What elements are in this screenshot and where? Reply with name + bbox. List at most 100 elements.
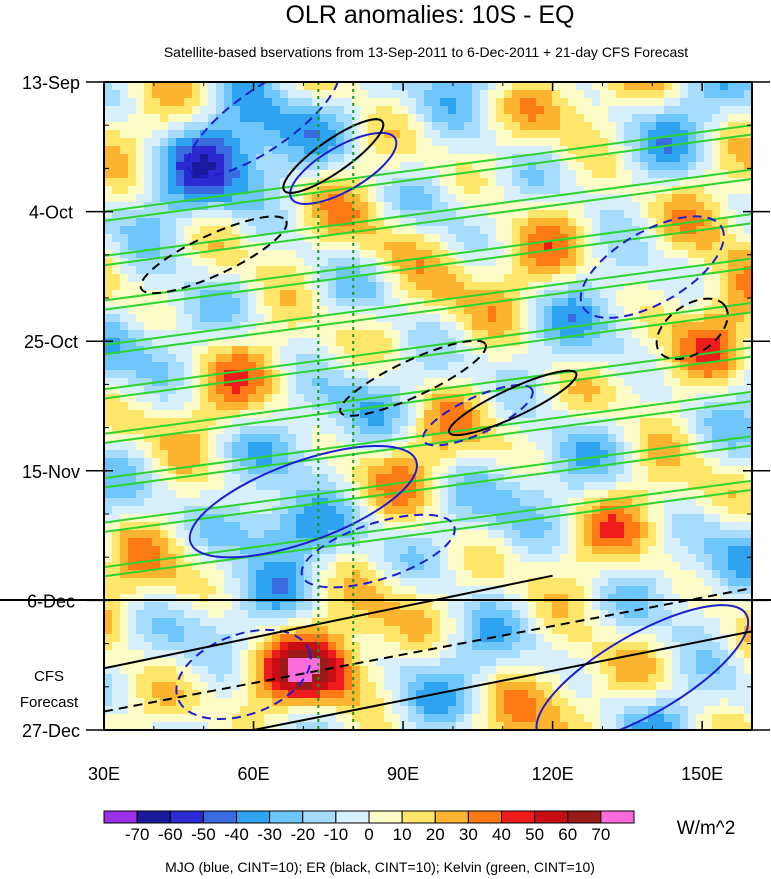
heatmap-cell bbox=[192, 162, 201, 171]
heatmap-cell bbox=[160, 546, 169, 555]
heatmap-cell bbox=[608, 250, 617, 259]
heatmap-cell bbox=[120, 210, 129, 219]
heatmap-cell bbox=[152, 410, 161, 419]
heatmap-cell bbox=[424, 178, 433, 187]
heatmap-cell bbox=[600, 146, 609, 155]
heatmap-cell bbox=[248, 546, 257, 555]
heatmap-cell bbox=[248, 394, 257, 403]
heatmap-cell bbox=[160, 314, 169, 323]
heatmap-cell bbox=[720, 210, 729, 219]
heatmap-cell bbox=[128, 322, 137, 331]
heatmap-cell bbox=[584, 250, 593, 259]
heatmap-cell bbox=[424, 330, 433, 339]
heatmap-cell bbox=[472, 530, 481, 539]
heatmap-cell bbox=[488, 442, 497, 451]
heatmap-cell bbox=[352, 226, 361, 235]
heatmap-cell bbox=[296, 202, 305, 211]
heatmap-cell bbox=[208, 402, 217, 411]
heatmap-cell bbox=[624, 418, 633, 427]
heatmap-cell bbox=[480, 162, 489, 171]
heatmap-cell bbox=[168, 106, 177, 115]
heatmap-cell bbox=[568, 170, 577, 179]
heatmap-cell bbox=[488, 290, 497, 299]
heatmap-cell bbox=[616, 346, 625, 355]
heatmap-cell bbox=[440, 210, 449, 219]
heatmap-cell bbox=[248, 450, 257, 459]
heatmap-cell bbox=[440, 202, 449, 211]
heatmap-cell bbox=[120, 498, 129, 507]
heatmap-cell bbox=[200, 346, 209, 355]
heatmap-cell bbox=[136, 506, 145, 515]
heatmap-cell bbox=[416, 90, 425, 99]
heatmap-cell bbox=[560, 394, 569, 403]
heatmap-cell bbox=[544, 194, 553, 203]
heatmap-cell bbox=[192, 482, 201, 491]
heatmap-cell bbox=[680, 210, 689, 219]
heatmap-cell bbox=[336, 234, 345, 243]
heatmap-cell bbox=[616, 194, 625, 203]
heatmap-cell bbox=[200, 98, 209, 107]
heatmap-cell bbox=[528, 330, 537, 339]
heatmap-cell bbox=[616, 266, 625, 275]
heatmap-cell bbox=[544, 490, 553, 499]
heatmap-cell bbox=[656, 402, 665, 411]
heatmap-cell bbox=[488, 418, 497, 427]
heatmap-cell bbox=[208, 178, 217, 187]
heatmap-cell bbox=[368, 514, 377, 523]
heatmap-cell bbox=[568, 106, 577, 115]
heatmap-cell bbox=[256, 290, 265, 299]
heatmap-cell bbox=[104, 122, 113, 131]
heatmap-cell bbox=[520, 186, 529, 195]
heatmap-cell bbox=[400, 146, 409, 155]
heatmap-cell bbox=[400, 178, 409, 187]
heatmap-cell bbox=[192, 466, 201, 475]
heatmap-cell bbox=[360, 410, 369, 419]
heatmap-cell bbox=[128, 178, 137, 187]
heatmap-cell bbox=[152, 202, 161, 211]
heatmap-cell bbox=[352, 274, 361, 283]
heatmap-cell bbox=[632, 98, 641, 107]
heatmap-cell bbox=[424, 146, 433, 155]
heatmap-cell bbox=[224, 170, 233, 179]
heatmap-cell bbox=[312, 466, 321, 475]
heatmap-cell bbox=[448, 562, 457, 571]
heatmap-cell bbox=[152, 194, 161, 203]
heatmap-cell bbox=[448, 410, 457, 419]
heatmap-cell bbox=[416, 226, 425, 235]
heatmap-cell bbox=[360, 250, 369, 259]
heatmap-cell bbox=[224, 474, 233, 483]
heatmap-cell bbox=[616, 530, 625, 539]
heatmap-cell bbox=[720, 314, 729, 323]
heatmap-cell bbox=[472, 114, 481, 123]
heatmap-cell bbox=[448, 538, 457, 547]
heatmap-cell bbox=[192, 194, 201, 203]
heatmap-cell bbox=[112, 506, 121, 515]
heatmap-cell bbox=[320, 162, 329, 171]
heatmap-cell bbox=[416, 546, 425, 555]
heatmap-cell bbox=[200, 234, 209, 243]
heatmap-cell bbox=[728, 514, 737, 523]
heatmap-cell bbox=[648, 370, 657, 379]
heatmap-cell bbox=[408, 274, 417, 283]
heatmap-cell bbox=[256, 482, 265, 491]
heatmap-cell bbox=[208, 570, 217, 579]
heatmap-cell bbox=[464, 194, 473, 203]
heatmap-cell bbox=[672, 130, 681, 139]
heatmap-cell bbox=[520, 98, 529, 107]
heatmap-cell bbox=[272, 378, 281, 387]
heatmap-cell bbox=[400, 98, 409, 107]
heatmap-cell bbox=[408, 562, 417, 571]
heatmap-cell bbox=[624, 130, 633, 139]
heatmap-cell bbox=[160, 474, 169, 483]
heatmap-cell bbox=[480, 370, 489, 379]
heatmap-cell bbox=[152, 170, 161, 179]
heatmap-cell bbox=[704, 354, 713, 363]
heatmap-cell bbox=[512, 114, 521, 123]
heatmap-cell bbox=[264, 474, 273, 483]
chart-title: OLR anomalies: 10S - EQ bbox=[285, 1, 574, 29]
heatmap-cell bbox=[224, 250, 233, 259]
heatmap-cell bbox=[488, 226, 497, 235]
heatmap-cell bbox=[696, 114, 705, 123]
heatmap-cell bbox=[672, 250, 681, 259]
heatmap-cell bbox=[680, 106, 689, 115]
